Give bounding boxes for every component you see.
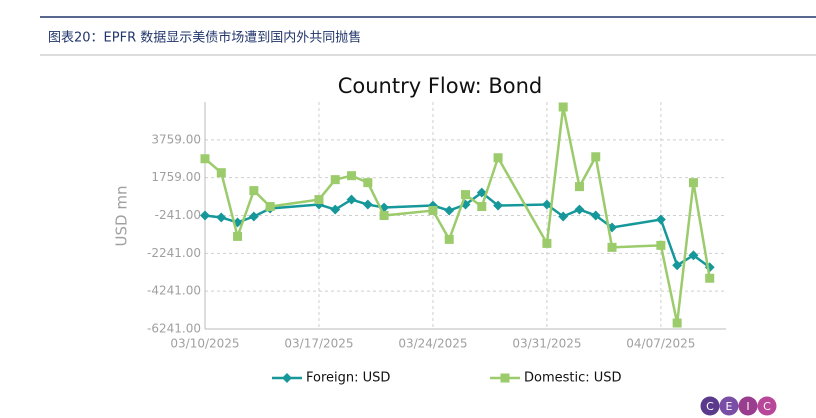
y-tick-label: 1759.00 bbox=[151, 170, 201, 184]
x-tick-label: 03/31/2025 bbox=[512, 337, 581, 351]
point bbox=[655, 214, 666, 225]
point bbox=[477, 202, 487, 212]
point bbox=[461, 190, 470, 200]
point bbox=[200, 210, 210, 221]
legend-label: Foreign: USD bbox=[306, 371, 390, 386]
point bbox=[672, 260, 683, 271]
point bbox=[314, 195, 324, 205]
point bbox=[216, 212, 227, 223]
point bbox=[705, 273, 715, 283]
point bbox=[428, 206, 438, 216]
header-title: 图表20：EPFR 数据显示美债市场遭到国内外共同抛售 bbox=[48, 30, 361, 46]
point bbox=[590, 210, 601, 221]
point bbox=[379, 211, 389, 220]
point bbox=[444, 205, 455, 216]
logo-letter: C bbox=[763, 400, 771, 413]
point bbox=[200, 154, 210, 164]
point bbox=[688, 250, 699, 261]
logo-circle bbox=[719, 396, 739, 416]
y-tick-label: 3759.00 bbox=[151, 132, 201, 146]
point bbox=[688, 178, 698, 188]
x-tick-label: 03/24/2025 bbox=[398, 337, 467, 351]
y-axis-label: USD mn bbox=[113, 186, 131, 247]
point bbox=[233, 231, 243, 241]
y-tick-label: -4241.00 bbox=[147, 284, 201, 298]
point bbox=[282, 373, 292, 383]
x-tick-label: 04/07/2025 bbox=[626, 337, 695, 351]
point bbox=[541, 199, 552, 210]
point bbox=[591, 152, 601, 162]
logo-letter: I bbox=[746, 400, 749, 413]
point bbox=[558, 211, 569, 222]
point bbox=[500, 373, 510, 383]
legend-label: Domestic: USD bbox=[524, 371, 622, 386]
y-tick-label: -241.00 bbox=[155, 208, 201, 222]
point bbox=[476, 187, 487, 198]
logo-circle bbox=[738, 396, 758, 416]
point bbox=[346, 194, 357, 205]
point bbox=[493, 200, 504, 211]
point bbox=[656, 240, 666, 250]
point bbox=[248, 211, 259, 222]
point bbox=[347, 171, 357, 181]
logo-circle bbox=[700, 396, 720, 416]
point bbox=[558, 102, 568, 112]
logo-letter: C bbox=[706, 400, 714, 413]
point bbox=[574, 204, 585, 215]
point bbox=[265, 202, 275, 212]
point bbox=[672, 318, 682, 328]
point bbox=[363, 178, 373, 188]
logo-circle bbox=[757, 396, 777, 416]
point bbox=[542, 238, 552, 248]
point bbox=[330, 175, 340, 185]
point bbox=[362, 199, 373, 210]
point bbox=[444, 234, 454, 244]
logo-letter: E bbox=[726, 400, 733, 413]
chart-title: Country Flow: Bond bbox=[338, 74, 543, 98]
x-tick-label: 03/10/2025 bbox=[170, 337, 239, 351]
x-tick-label: 03/17/2025 bbox=[284, 337, 353, 351]
point bbox=[249, 186, 259, 196]
y-tick-label: -2241.00 bbox=[147, 246, 201, 260]
y-tick-label: -6241.00 bbox=[147, 322, 201, 336]
point bbox=[216, 168, 226, 178]
point bbox=[330, 204, 341, 215]
point bbox=[574, 182, 584, 192]
point bbox=[493, 153, 503, 163]
point bbox=[607, 242, 617, 252]
